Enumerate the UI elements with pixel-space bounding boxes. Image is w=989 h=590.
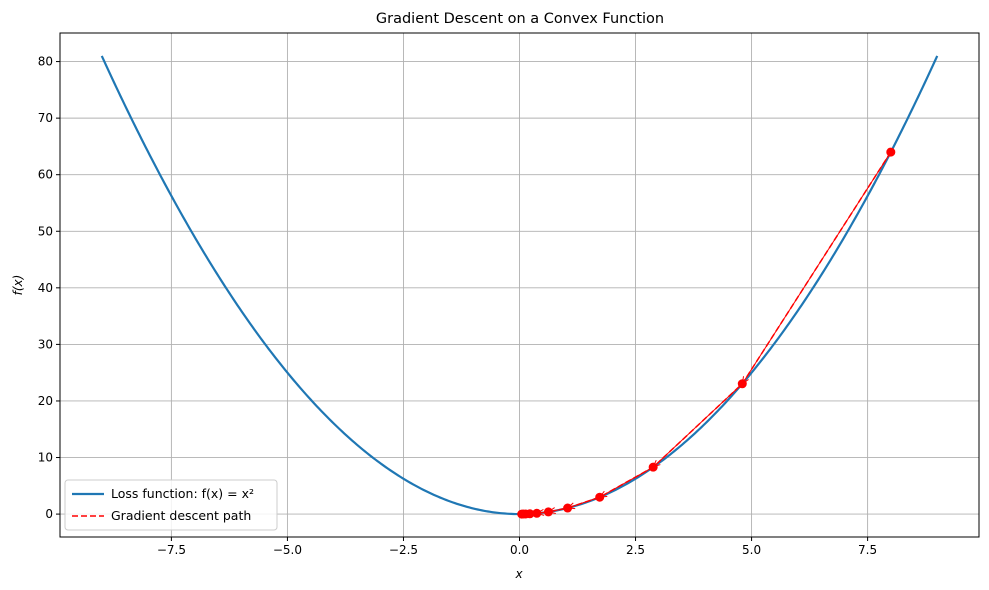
gradient-step-point — [886, 147, 896, 157]
y-tick-label: 30 — [38, 337, 53, 351]
y-axis-label: f(x) — [11, 275, 25, 296]
y-tick-label: 50 — [38, 224, 53, 238]
x-tick-label: −2.5 — [389, 543, 418, 557]
legend-label-path: Gradient descent path — [111, 508, 251, 523]
chart-title: Gradient Descent on a Convex Function — [376, 11, 664, 27]
step-arrow — [599, 466, 654, 498]
y-tick-label: 70 — [38, 111, 53, 125]
gradient-step-point — [648, 462, 658, 472]
x-axis-label: x — [514, 567, 523, 581]
step-arrow — [741, 151, 892, 385]
gradient-step-point — [532, 508, 542, 518]
x-tick-label: −7.5 — [157, 543, 186, 557]
ticks: −7.5 −5.0 −2.5 0.0 2.5 5.0 7.5 0 10 20 30 40 50 60 70 8… — [38, 55, 877, 557]
y-tick-label: 40 — [38, 281, 53, 295]
plot-content — [100, 55, 939, 519]
x-tick-label: −5.0 — [273, 543, 302, 557]
gradient-step-point — [737, 379, 747, 389]
x-tick-label: 0.0 — [510, 543, 529, 557]
x-tick-label: 7.5 — [858, 543, 877, 557]
x-tick-label: 2.5 — [626, 543, 645, 557]
y-tick-label: 0 — [45, 507, 53, 521]
step-arrow — [652, 383, 743, 468]
y-tick-label: 20 — [38, 394, 53, 408]
gradient-step-point — [563, 503, 573, 513]
legend-label-loss: Loss function: f(x) = x² — [111, 486, 254, 501]
gradient-step-point — [595, 492, 605, 502]
gradient-step-point — [517, 509, 527, 519]
x-tick-label: 5.0 — [742, 543, 761, 557]
step-arrow — [567, 496, 600, 509]
legend-box — [64, 479, 278, 531]
y-tick-label: 10 — [38, 451, 53, 465]
gradient-step-point — [543, 507, 553, 517]
y-tick-label: 80 — [38, 55, 53, 69]
y-tick-label: 60 — [38, 168, 53, 182]
legend: Loss function: f(x) = x² Gradient descen… — [64, 479, 278, 531]
